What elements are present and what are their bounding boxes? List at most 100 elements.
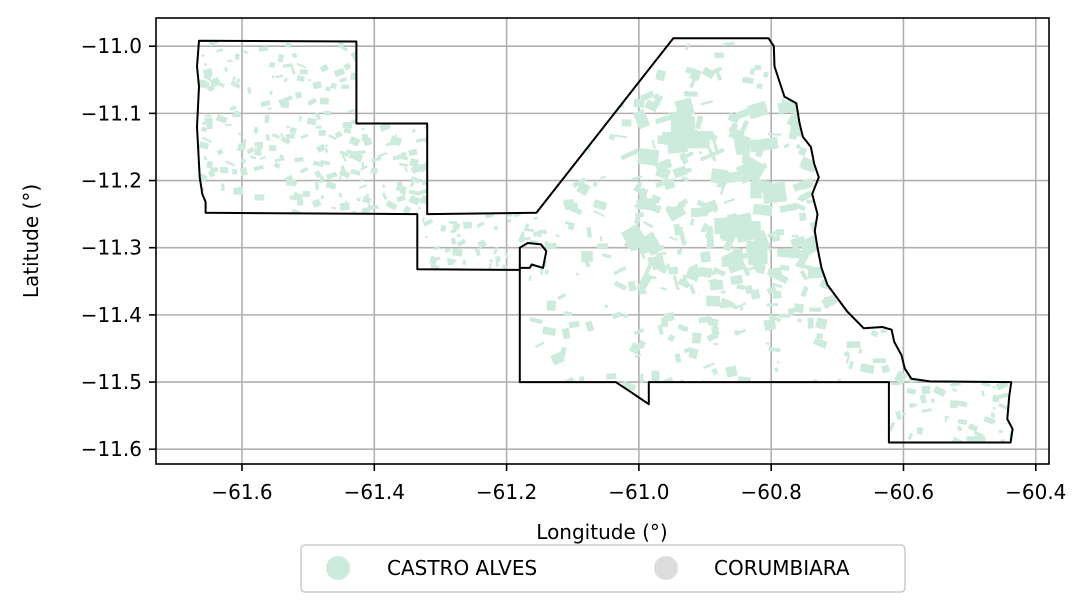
land-patch [285, 42, 292, 49]
land-patch [647, 256, 652, 264]
land-patch [581, 250, 593, 262]
land-patch [611, 311, 623, 320]
land-patch [632, 108, 651, 130]
land-patch [650, 194, 662, 205]
land-patch [234, 53, 240, 60]
land-patch [734, 302, 747, 310]
land-patch [268, 145, 277, 152]
land-patch [353, 75, 356, 78]
land-patch [237, 132, 242, 136]
land-patch [299, 69, 308, 75]
land-patch [532, 229, 544, 237]
land-patch [614, 134, 628, 139]
land-patch [710, 132, 719, 153]
land-patch [955, 400, 968, 408]
land-patch [278, 58, 283, 63]
land-patch [800, 159, 817, 173]
land-patch [946, 415, 950, 420]
land-patch [797, 318, 802, 323]
land-patch [493, 225, 499, 230]
land-patch [204, 114, 212, 118]
land-patch [771, 234, 781, 243]
legend-marker-corumbiara [654, 556, 678, 580]
land-patch [600, 175, 607, 179]
land-patch [967, 423, 974, 430]
land-patch [633, 328, 645, 335]
land-patch [579, 376, 585, 383]
land-patch [339, 150, 350, 158]
land-patch [307, 78, 312, 82]
land-patch [433, 245, 441, 251]
land-patch [714, 52, 724, 59]
land-patch [767, 132, 782, 136]
land-patch [550, 351, 565, 366]
land-patch [529, 316, 543, 325]
land-patch [258, 45, 269, 52]
land-patch [271, 75, 275, 79]
land-patch [358, 184, 368, 190]
land-patch [239, 142, 247, 151]
land-patch [379, 122, 391, 132]
x-tick-label: −61.2 [476, 480, 537, 504]
land-patch [644, 99, 659, 113]
land-patch [702, 362, 715, 370]
land-patch [506, 218, 512, 224]
land-patch [724, 170, 748, 184]
land-patch [880, 328, 887, 334]
land-patch [348, 135, 361, 147]
land-patch [402, 205, 412, 215]
land-patch [249, 155, 257, 160]
land-patch [246, 86, 252, 95]
land-patch [714, 217, 734, 235]
land-patch [796, 203, 807, 212]
land-patch [677, 323, 689, 333]
legend: CASTRO ALVES CORUMBIARA [300, 544, 906, 593]
land-patch [314, 170, 322, 179]
land-patch [246, 146, 255, 155]
land-patch [690, 206, 709, 218]
y-tick-label: −11.6 [81, 437, 142, 461]
land-patch [343, 128, 352, 134]
land-patch [462, 259, 467, 266]
land-patch [341, 84, 349, 89]
land-patch [980, 390, 986, 397]
land-patch [708, 278, 717, 283]
land-patch [744, 284, 754, 295]
land-patch [319, 63, 330, 73]
land-patch [362, 195, 372, 205]
land-patch [734, 250, 762, 261]
land-patch [674, 353, 682, 363]
land-patch [315, 125, 322, 129]
land-patch [312, 81, 322, 90]
land-patch [480, 240, 486, 244]
land-patch [613, 266, 627, 276]
land-patch [356, 197, 362, 202]
land-patch [755, 263, 767, 275]
land-use-patches [197, 38, 1013, 443]
land-patch [956, 425, 963, 432]
land-patch [706, 295, 721, 307]
land-patch [568, 320, 580, 329]
land-patch [232, 169, 238, 175]
land-patch [640, 373, 644, 383]
land-patch [891, 382, 901, 386]
land-patch [493, 246, 499, 255]
land-patch [528, 275, 532, 282]
land-patch [798, 212, 807, 222]
land-patch [542, 228, 548, 235]
land-patch [767, 267, 783, 278]
land-patch [694, 115, 704, 130]
legend-frame [300, 544, 906, 593]
land-patch [921, 385, 931, 395]
land-patch [872, 358, 886, 364]
land-patch [328, 134, 337, 140]
land-patch [343, 62, 352, 71]
land-patch [463, 221, 473, 229]
land-patch [576, 272, 580, 276]
land-patch [408, 148, 418, 157]
land-patch [654, 112, 679, 125]
land-patch [722, 234, 736, 252]
x-tick-label: −60.8 [741, 480, 802, 504]
land-patch [544, 240, 551, 246]
land-patch [408, 194, 421, 206]
